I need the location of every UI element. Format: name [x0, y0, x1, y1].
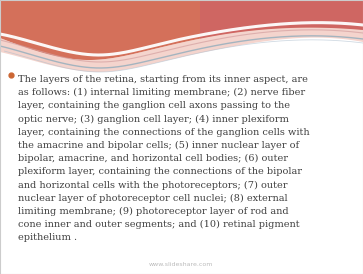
Text: and horizontal cells with the photoreceptors; (7) outer: and horizontal cells with the photorecep…: [18, 181, 287, 190]
Text: www.slideshare.com: www.slideshare.com: [149, 262, 213, 267]
Text: epithelium .: epithelium .: [18, 233, 77, 242]
Text: cone inner and outer segments; and (10) retinal pigment: cone inner and outer segments; and (10) …: [18, 220, 299, 229]
Text: limiting membrane; (9) photoreceptor layer of rod and: limiting membrane; (9) photoreceptor lay…: [18, 207, 289, 216]
Polygon shape: [0, 28, 363, 72]
Text: plexiform layer, containing the connections of the bipolar: plexiform layer, containing the connecti…: [18, 167, 302, 176]
Text: bipolar, amacrine, and horizontal cell bodies; (6) outer: bipolar, amacrine, and horizontal cell b…: [18, 154, 288, 163]
Text: layer, containing the connections of the ganglion cells with: layer, containing the connections of the…: [18, 128, 310, 137]
Text: nuclear layer of photoreceptor cell nuclei; (8) external: nuclear layer of photoreceptor cell nucl…: [18, 194, 287, 203]
Text: layer, containing the ganglion cell axons passing to the: layer, containing the ganglion cell axon…: [18, 101, 290, 110]
Text: optic nerve; (3) ganglion cell layer; (4) inner plexiform: optic nerve; (3) ganglion cell layer; (4…: [18, 115, 289, 124]
Polygon shape: [0, 0, 363, 60]
Text: The layers of the retina, starting from its inner aspect, are: The layers of the retina, starting from …: [18, 75, 308, 84]
Polygon shape: [200, 0, 363, 39]
Text: the amacrine and bipolar cells; (5) inner nuclear layer of: the amacrine and bipolar cells; (5) inne…: [18, 141, 299, 150]
Text: as follows: (1) internal limiting membrane; (2) nerve fiber: as follows: (1) internal limiting membra…: [18, 88, 305, 97]
